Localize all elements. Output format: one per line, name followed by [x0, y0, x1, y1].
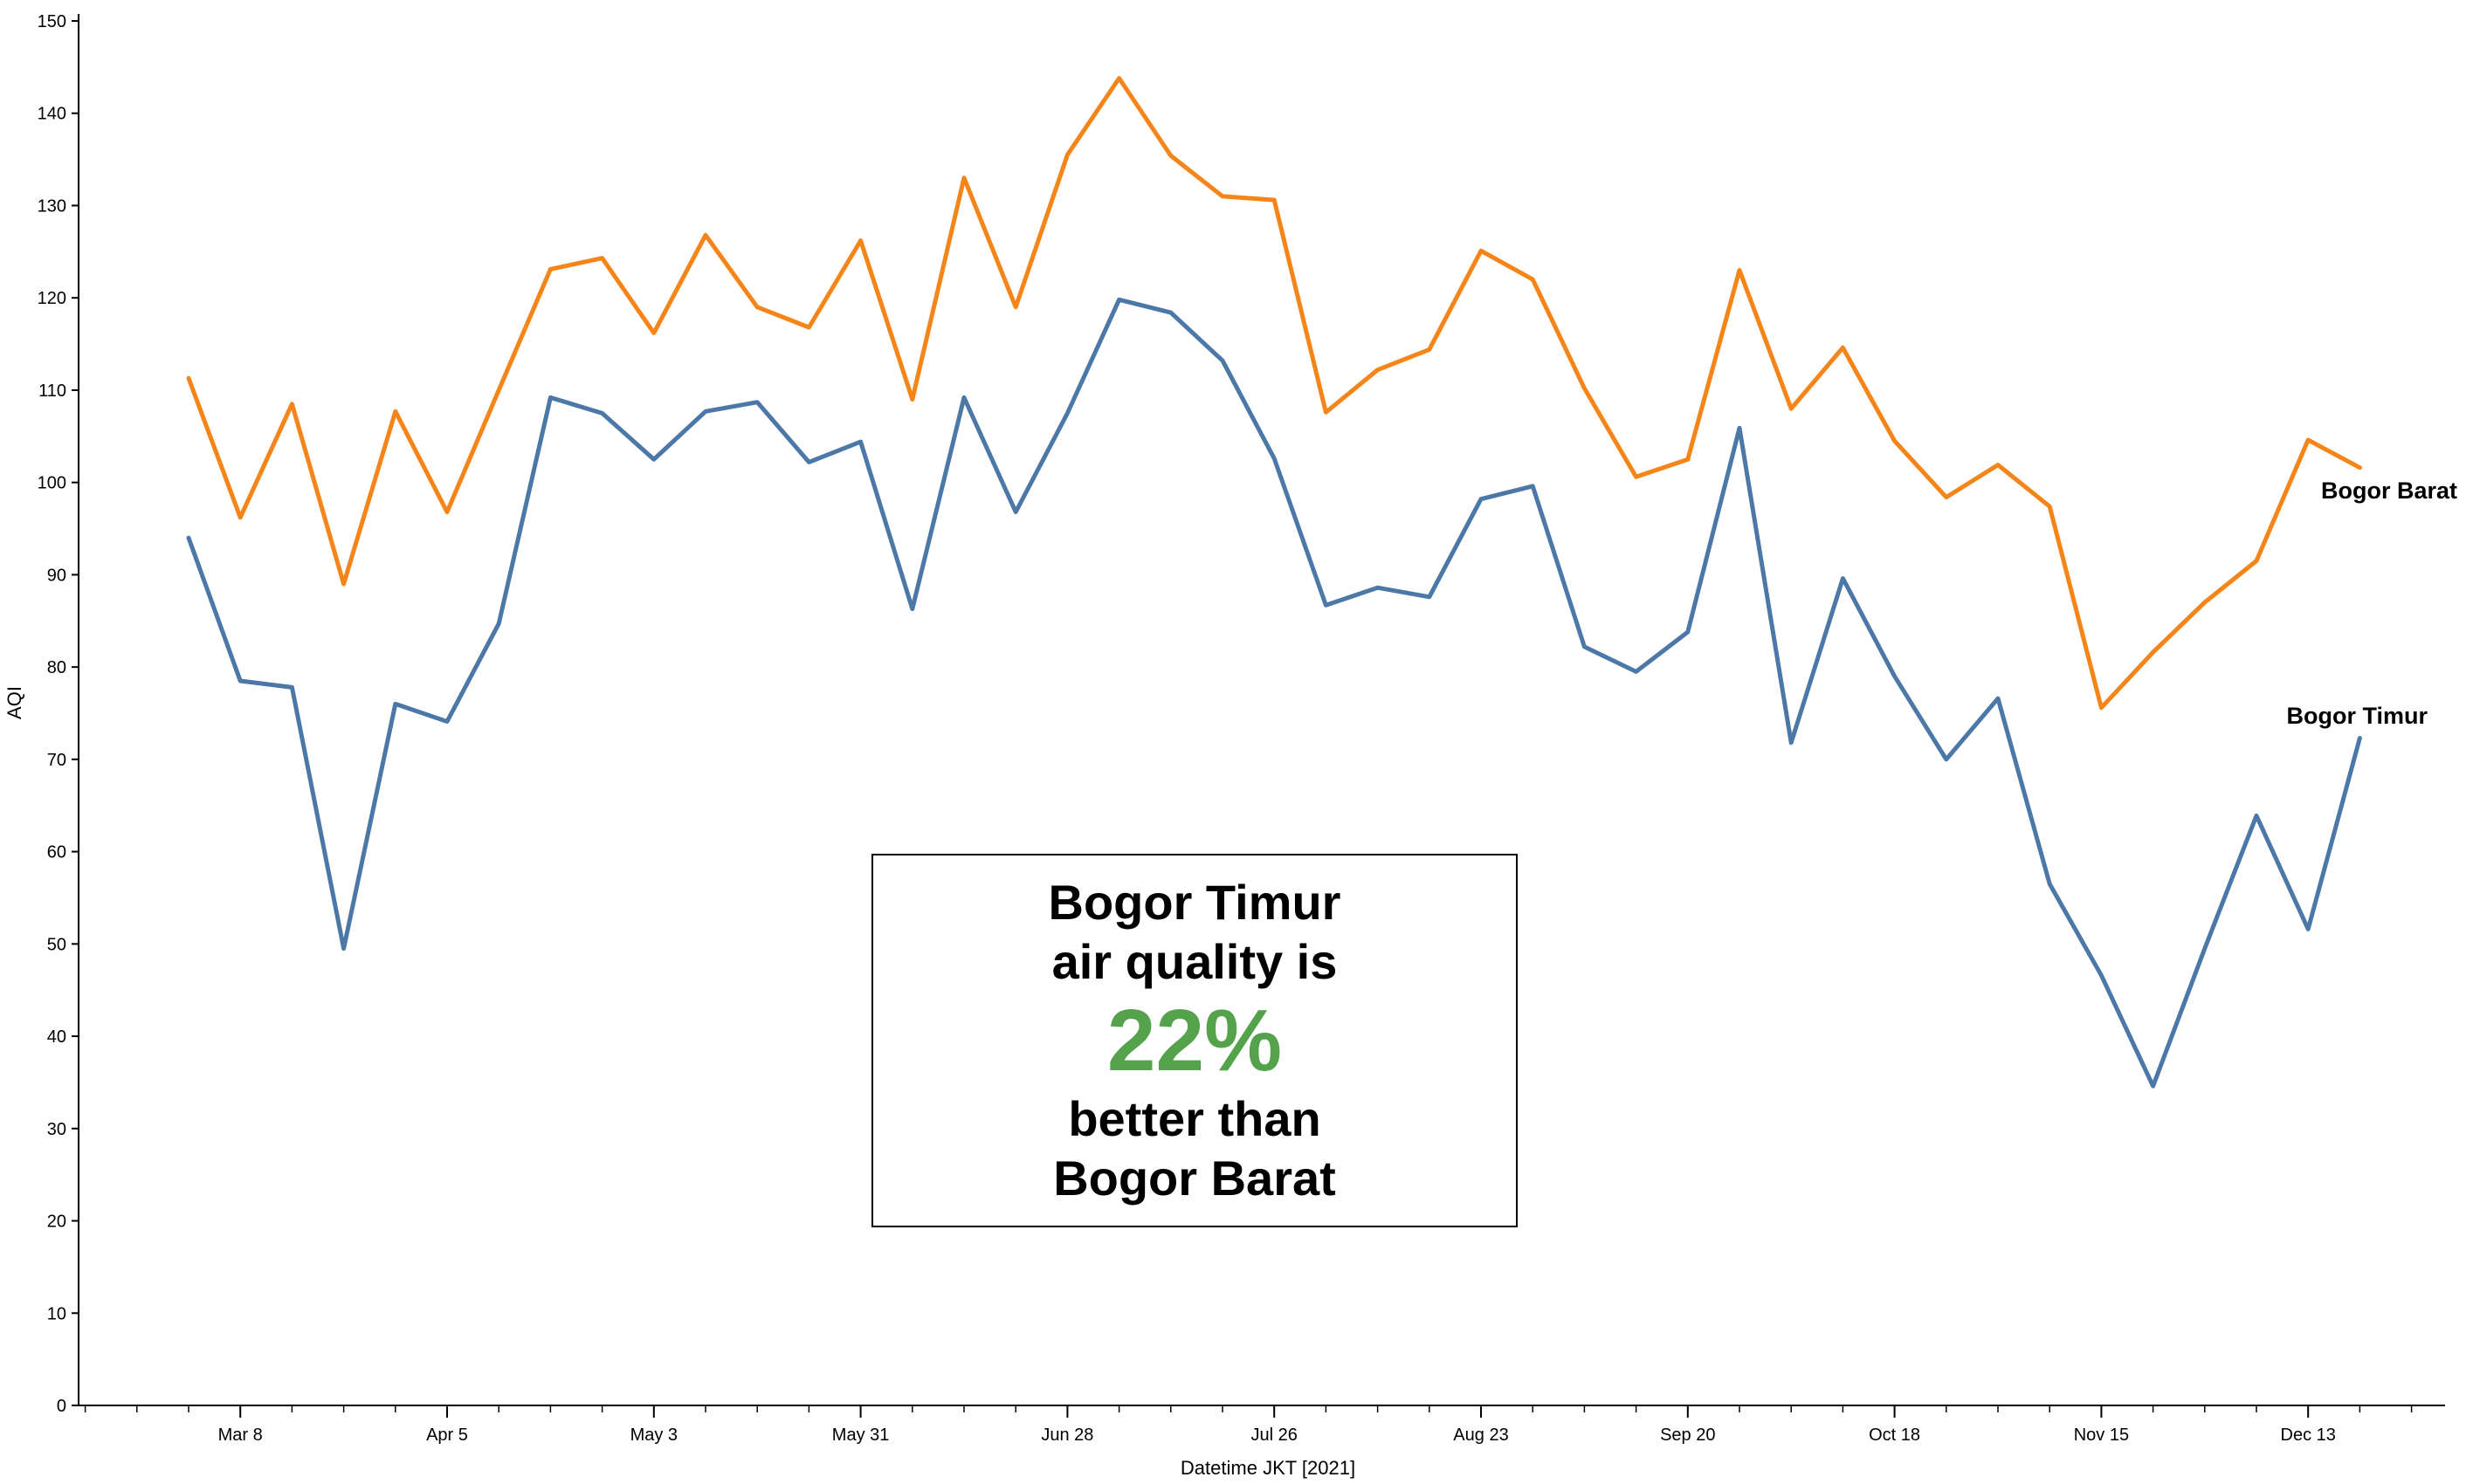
y-axis: 0 10 20 30 40 50 60 70 80 90 100 110 120 130 140 150	[38, 12, 79, 1416]
series-lines	[186, 76, 2362, 1089]
callout-line-2: air quality is	[1051, 934, 1338, 989]
y-tick-label: 90	[47, 566, 66, 585]
y-tick-label: 140	[38, 105, 66, 124]
series-label-bogor-barat: Bogor Barat	[2321, 477, 2457, 504]
callout-percent: 22%	[1106, 992, 1283, 1089]
y-tick-label: 80	[47, 658, 66, 677]
series-label-bogor-timur: Bogor Timur	[2287, 703, 2428, 729]
x-tick-label: Dec 13	[2281, 1426, 2336, 1445]
x-axis: Mar 8 Apr 5 May 3 May 31 Jun 28 Jul 26 Aug 23 S…	[79, 1405, 2445, 1445]
x-tick-label: May 31	[832, 1426, 890, 1445]
series-line-bogor-barat	[186, 76, 2362, 711]
callout-line-3: better than	[1068, 1091, 1321, 1146]
y-tick-label: 10	[47, 1304, 66, 1323]
x-tick-label: Apr 5	[426, 1426, 468, 1445]
series-line-bogor-timur	[186, 297, 2362, 1089]
x-tick-label: Oct 18	[1869, 1426, 1920, 1445]
y-tick-label: 30	[47, 1120, 66, 1139]
y-tick-label: 100	[38, 474, 66, 493]
y-tick-label: 0	[57, 1397, 66, 1416]
x-tick-label: Sep 20	[1660, 1426, 1715, 1445]
x-tick-label: Aug 23	[1453, 1426, 1508, 1445]
y-tick-label: 110	[38, 381, 66, 401]
y-tick-label: 50	[47, 935, 66, 954]
y-tick-label: 40	[47, 1027, 66, 1047]
callout-line-1: Bogor Timur	[1048, 875, 1341, 930]
x-tick-label: Jul 26	[1251, 1426, 1298, 1445]
comparison-callout: Bogor Timur air quality is 22% better th…	[871, 854, 1518, 1227]
x-axis-title: Datetime JKT [2021]	[1181, 1457, 1355, 1479]
y-tick-label: 150	[38, 12, 66, 31]
callout-line-4: Bogor Barat	[1053, 1151, 1336, 1206]
x-tick-label: Jun 28	[1041, 1426, 1093, 1445]
y-axis-title: AQI	[3, 686, 25, 719]
x-tick-label: May 3	[630, 1426, 678, 1445]
y-tick-label: 120	[38, 289, 66, 308]
x-tick-label: Nov 15	[2074, 1426, 2129, 1445]
y-tick-label: 20	[47, 1213, 66, 1232]
y-tick-label: 70	[47, 751, 66, 770]
y-tick-label: 130	[38, 196, 66, 216]
x-tick-label: Mar 8	[218, 1426, 263, 1445]
y-tick-label: 60	[47, 843, 66, 862]
